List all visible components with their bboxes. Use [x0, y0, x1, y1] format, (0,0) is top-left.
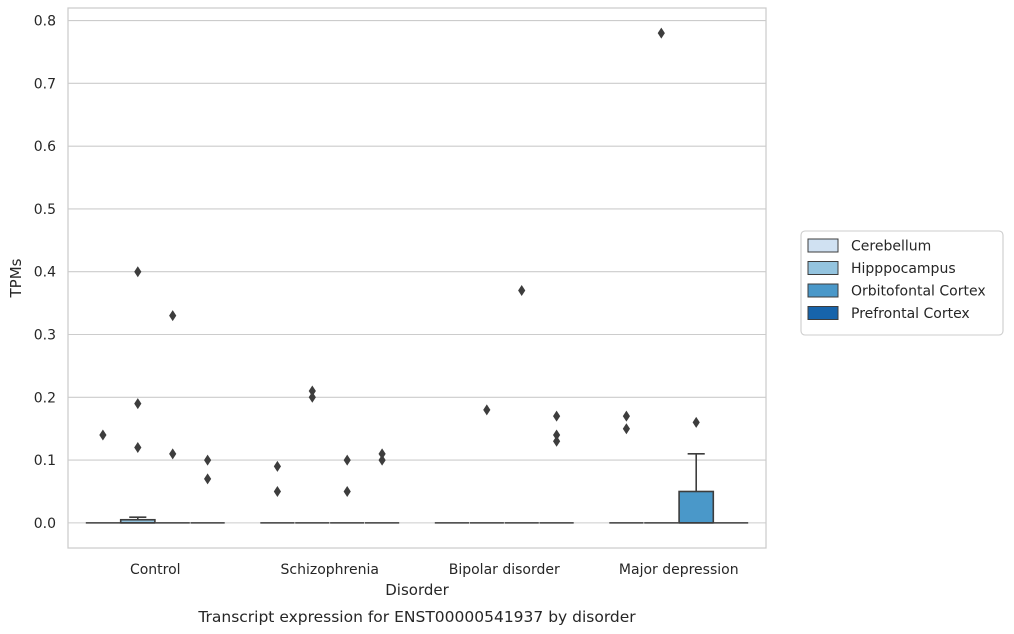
- outlier-point: [169, 310, 177, 322]
- outlier-points: [99, 27, 700, 497]
- legend-item: Cerebellum: [807, 238, 931, 255]
- box: [119, 516, 156, 524]
- outlier-point: [483, 404, 491, 416]
- box-plots: [85, 453, 749, 524]
- legend-label: Cerebellum: [851, 239, 931, 255]
- outlier-point: [343, 454, 351, 466]
- y-tick-label: 0.6: [34, 139, 56, 155]
- outlier-point: [622, 423, 630, 435]
- x-axis-ticks: Control Schizophrenia Bipolar disorder Majo…: [130, 562, 739, 578]
- outlier-point: [553, 410, 561, 422]
- y-axis-ticks: 0.0 0.1 0.2 0.3 0.4 0.5 0.6 0.7 0.8: [34, 14, 56, 532]
- x-tick-label: Major depression: [619, 562, 739, 578]
- legend-swatch: [807, 306, 839, 320]
- box-body: [678, 490, 715, 524]
- y-tick-label: 0.0: [34, 516, 56, 532]
- outlier-point: [657, 27, 665, 39]
- outlier-point: [378, 454, 386, 466]
- outlier-point: [553, 435, 561, 447]
- outlier-point: [134, 442, 142, 454]
- outlier-point: [273, 460, 281, 472]
- y-tick-label: 0.8: [34, 14, 56, 30]
- outlier-point: [553, 429, 561, 441]
- outlier-point: [273, 485, 281, 497]
- y-axis-label: TPMs: [7, 258, 25, 298]
- y-tick-label: 0.2: [34, 390, 56, 406]
- y-tick-label: 0.7: [34, 76, 56, 92]
- outlier-point: [134, 398, 142, 410]
- legend-label: Orbitofontal Cortex: [851, 284, 986, 300]
- outlier-point: [134, 266, 142, 278]
- outlier-point: [692, 416, 700, 428]
- outlier-point: [169, 448, 177, 460]
- chart-caption: Transcript expression for ENST0000054193…: [197, 608, 636, 626]
- outlier-point: [308, 391, 316, 403]
- legend: Cerebellum Hipppocampus Orbitofontal Corte…: [800, 230, 1004, 336]
- x-tick-label: Bipolar disorder: [449, 562, 560, 578]
- x-tick-label: Schizophrenia: [281, 562, 379, 578]
- y-tick-label: 0.5: [34, 202, 56, 218]
- outlier-point: [99, 429, 107, 441]
- outlier-point: [343, 485, 351, 497]
- plot-frame: [67, 7, 767, 549]
- legend-item: Hipppocampus: [807, 261, 956, 277]
- outlier-point: [378, 448, 386, 460]
- legend-frame: [800, 230, 1004, 336]
- y-tick-label: 0.3: [34, 328, 56, 344]
- outlier-point: [308, 385, 316, 397]
- outlier-point: [518, 285, 526, 297]
- legend-label: Prefrontal Cortex: [851, 306, 970, 322]
- legend-item: Prefrontal Cortex: [807, 306, 970, 322]
- legend-item: Orbitofontal Cortex: [807, 283, 986, 300]
- legend-swatch: [807, 283, 839, 298]
- legend-label: Hipppocampus: [851, 261, 956, 277]
- outlier-point: [204, 454, 212, 466]
- legend-swatch: [807, 238, 839, 253]
- box: [678, 453, 715, 524]
- y-tick-label: 0.1: [34, 453, 56, 469]
- outlier-point: [204, 473, 212, 485]
- outlier-point: [622, 410, 630, 422]
- y-tick-label: 0.4: [34, 265, 56, 281]
- x-axis-label: Disorder: [385, 581, 449, 599]
- legend-swatch: [807, 261, 839, 275]
- x-tick-label: Control: [130, 562, 181, 578]
